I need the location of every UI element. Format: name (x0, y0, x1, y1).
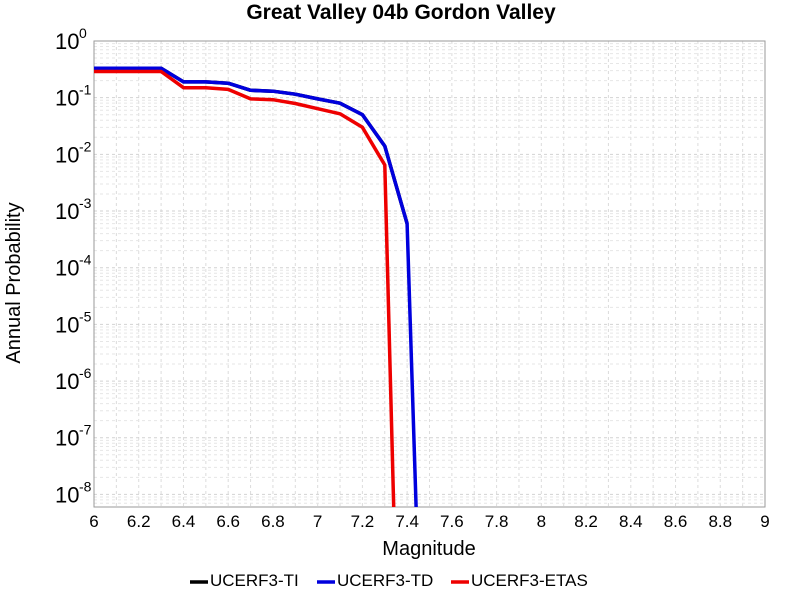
x-axis-ticks: 6 6.2 6.4 6.6 6.8 7 7.2 7.4 7.6 7.8 8 8.2 8.4 8.6 8.8 9 (89, 512, 769, 531)
x-tick-label: 8 (537, 512, 546, 531)
y-tick-label: 10 -6 (55, 365, 92, 394)
y-tick-exponent: -2 (79, 138, 92, 154)
x-tick-label: 7.2 (351, 512, 375, 531)
legend-item: UCERF3-TI (190, 571, 299, 590)
x-tick-label: 6.4 (172, 512, 196, 531)
y-tick-label: 10 -5 (55, 308, 92, 337)
legend: UCERF3-TI UCERF3-TD UCERF3-ETAS (190, 571, 588, 590)
x-tick-label: 6.6 (216, 512, 240, 531)
y-tick-exponent: -5 (79, 308, 92, 324)
y-tick-base: 10 (55, 256, 79, 281)
series-line-ucerf3-etas (94, 69, 396, 508)
y-tick-exponent: -7 (79, 422, 92, 438)
x-tick-label: 7.8 (485, 512, 509, 531)
y-tick-base: 10 (55, 29, 79, 54)
y-tick-base: 10 (55, 86, 79, 111)
legend-item: UCERF3-TD (317, 571, 433, 590)
y-tick-label: 10 0 (55, 25, 87, 54)
chart-title: Great Valley 04b Gordon Valley (246, 1, 556, 24)
x-tick-label: 6.2 (127, 512, 151, 531)
y-tick-label: 10 -3 (55, 195, 92, 224)
y-tick-exponent: -6 (79, 365, 92, 381)
x-tick-label: 8.6 (664, 512, 688, 531)
x-tick-label: 6.8 (261, 512, 285, 531)
x-tick-label: 7.4 (395, 512, 419, 531)
y-tick-exponent: -8 (79, 478, 92, 494)
y-tick-base: 10 (55, 482, 79, 507)
x-axis-label: Magnitude (382, 538, 475, 560)
y-tick-exponent: -4 (79, 252, 92, 268)
y-tick-base: 10 (55, 142, 79, 167)
x-tick-label: 7.6 (440, 512, 464, 531)
y-tick-exponent: -1 (79, 82, 92, 98)
x-tick-label: 8.8 (708, 512, 732, 531)
y-tick-label: 10 -2 (55, 138, 92, 167)
legend-label: UCERF3-ETAS (471, 571, 588, 590)
y-tick-base: 10 (55, 369, 79, 394)
legend-label: UCERF3-TD (337, 571, 433, 590)
legend-label: UCERF3-TI (210, 571, 299, 590)
grid (93, 40, 766, 508)
y-tick-exponent: 0 (79, 25, 87, 41)
x-tick-label: 8.4 (619, 512, 643, 531)
legend-item: UCERF3-ETAS (451, 571, 588, 590)
x-tick-label: 9 (760, 512, 769, 531)
series-layer (94, 66, 418, 508)
x-tick-label: 7 (313, 512, 322, 531)
x-tick-label: 6 (89, 512, 98, 531)
y-tick-base: 10 (55, 426, 79, 451)
y-tick-label: 10 -4 (55, 252, 92, 281)
y-tick-label: 10 -8 (55, 478, 92, 507)
y-tick-base: 10 (55, 312, 79, 337)
y-tick-exponent: -3 (79, 195, 92, 211)
y-tick-label: 10 -1 (55, 82, 92, 111)
y-tick-label: 10 -7 (55, 422, 92, 451)
x-tick-label: 8.2 (574, 512, 598, 531)
plot-area-border (93, 40, 766, 508)
series-line-ucerf3-td (94, 66, 418, 508)
y-axis-label: Annual Probability (3, 202, 25, 363)
y-tick-base: 10 (55, 199, 79, 224)
